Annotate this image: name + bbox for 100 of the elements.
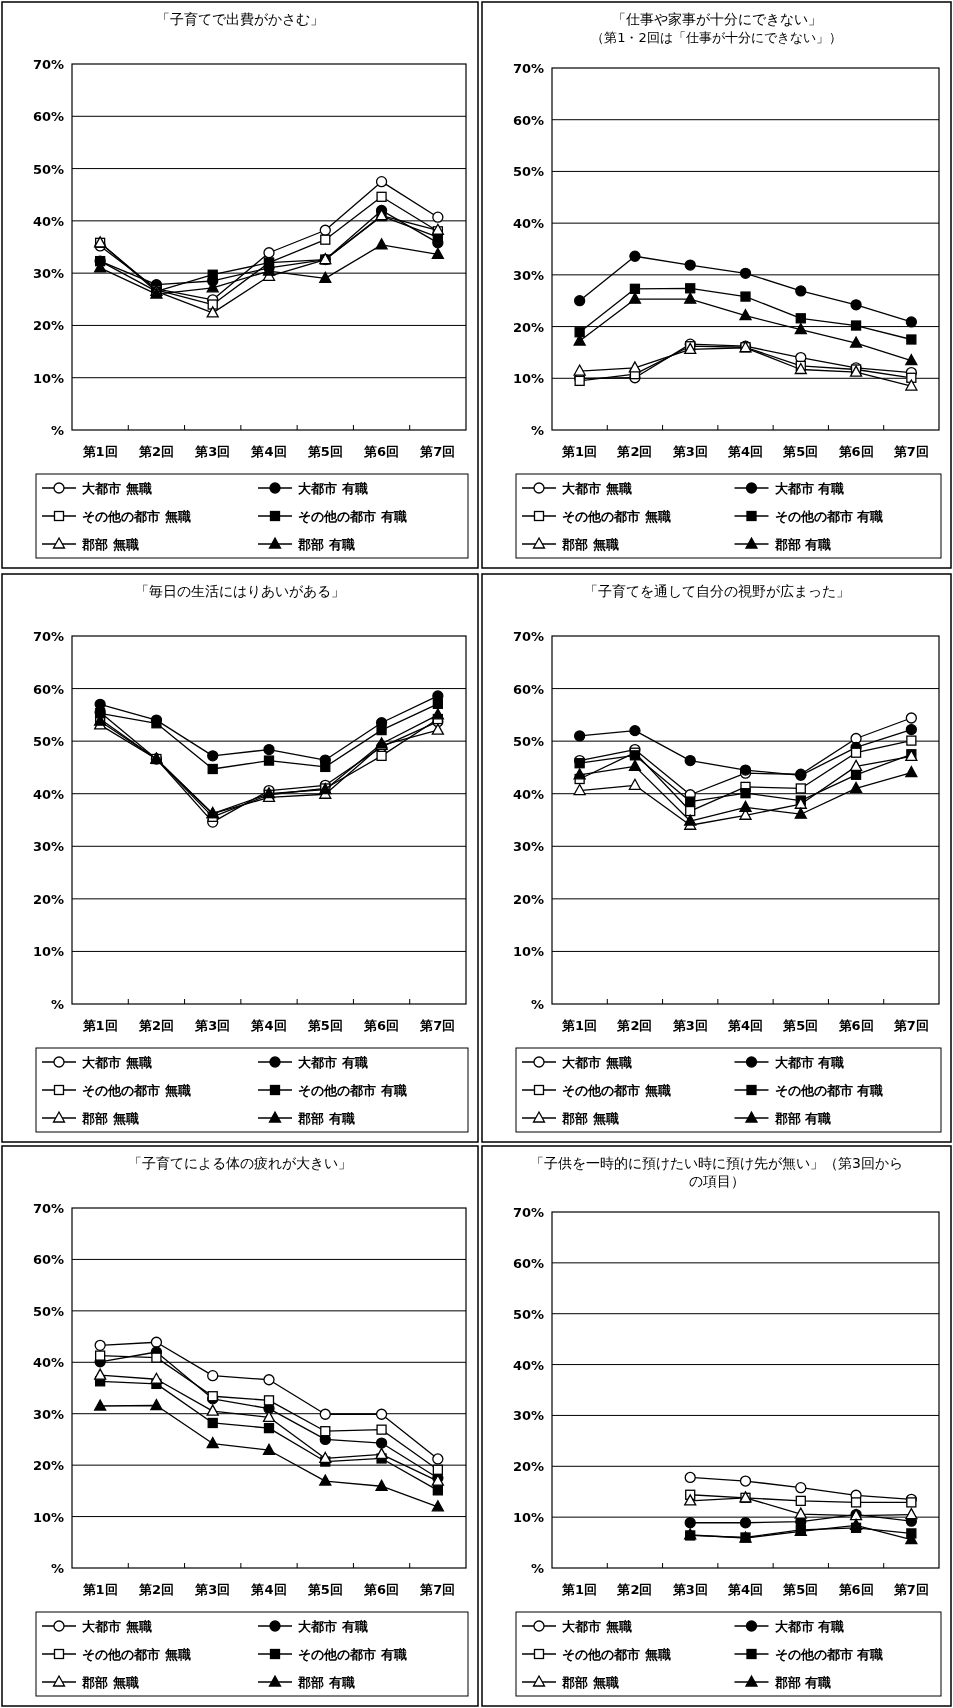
- x-tick-label: 第6回: [837, 1582, 874, 1597]
- x-tick-label: 第2回: [137, 1018, 174, 1033]
- legend-label: 大都市 無職: [82, 1619, 152, 1634]
- x-tick-label: 第1回: [81, 1018, 118, 1033]
- legend-label: その他の都市 無職: [562, 1647, 671, 1662]
- x-tick-label: 第5回: [782, 1582, 819, 1597]
- y-tick-label: 10%: [512, 371, 544, 387]
- y-tick-label: 20%: [32, 318, 64, 334]
- y-tick-label: 30%: [32, 839, 64, 855]
- y-tick-label: 40%: [32, 786, 64, 802]
- legend-label: 大都市 無職: [562, 481, 632, 496]
- chart-title: 「仕事や家事が十分にできない」: [611, 11, 822, 27]
- legend-label: 郡部 有職: [297, 1675, 355, 1690]
- x-tick-label: 第1回: [561, 1018, 598, 1033]
- x-tick-label: 第7回: [419, 444, 456, 459]
- y-tick-label: 60%: [32, 1252, 64, 1268]
- legend-label: 郡部 無職: [561, 1675, 619, 1690]
- legend-label: 大都市 無職: [82, 1055, 152, 1070]
- chart-title: 「子供を一時的に預けたい時に預け先が無い」（第3回からの項目）: [530, 1155, 903, 1189]
- x-tick-label: 第3回: [671, 444, 708, 459]
- legend-label: 郡部 無職: [81, 1675, 139, 1690]
- legend-label: 郡部 有職: [297, 537, 355, 552]
- x-tick-label: 第4回: [250, 444, 287, 459]
- x-tick-label: 第4回: [250, 1018, 287, 1033]
- legend-label: 大都市 無職: [562, 1055, 632, 1070]
- y-tick-label: 50%: [512, 1306, 544, 1322]
- x-tick-label: 第3回: [671, 1018, 708, 1033]
- y-tick-label: 30%: [512, 839, 544, 855]
- legend-label: その他の都市 有職: [774, 1647, 884, 1662]
- chart-title: 「毎日の生活にはりあいがある」: [135, 583, 345, 599]
- y-tick-label: 50%: [512, 734, 544, 750]
- y-tick-label: %: [530, 423, 544, 438]
- x-tick-label: 第1回: [561, 1582, 598, 1597]
- y-tick-label: 20%: [512, 891, 544, 907]
- x-tick-label: 第2回: [137, 444, 174, 459]
- x-tick-label: 第5回: [306, 444, 343, 459]
- legend-label: 大都市 有職: [298, 481, 368, 496]
- legend-label: 大都市 有職: [774, 1055, 845, 1070]
- chart-subtitle: （第1・2回は「仕事が十分にできない」）: [591, 30, 842, 45]
- x-tick-label: 第5回: [306, 1018, 343, 1033]
- y-tick-label: 70%: [32, 629, 64, 644]
- legend-label: その他の都市 有職: [774, 509, 884, 524]
- x-tick-label: 第3回: [194, 1582, 231, 1597]
- y-tick-label: 40%: [512, 786, 544, 802]
- y-tick-label: 20%: [32, 1458, 64, 1474]
- y-tick-label: 40%: [32, 1355, 64, 1371]
- y-tick-label: %: [530, 997, 544, 1012]
- y-tick-label: 50%: [512, 164, 544, 180]
- x-tick-label: 第4回: [250, 1582, 287, 1597]
- legend-label: 郡部 有職: [773, 1675, 832, 1690]
- x-tick-label: 第7回: [892, 444, 929, 459]
- x-tick-label: 第6回: [363, 444, 400, 459]
- legend-label: 郡部 無職: [561, 1111, 619, 1126]
- legend-label: 郡部 無職: [81, 1111, 139, 1126]
- x-tick-label: 第6回: [837, 1018, 874, 1033]
- y-tick-label: 20%: [512, 319, 544, 335]
- x-tick-label: 第3回: [671, 1582, 708, 1597]
- legend-label: その他の都市 有職: [298, 509, 407, 524]
- x-tick-label: 第7回: [892, 1582, 929, 1597]
- legend-label: その他の都市 無職: [82, 1083, 191, 1098]
- y-tick-label: %: [530, 1561, 544, 1576]
- legend-label: 郡部 有職: [297, 1111, 355, 1126]
- x-tick-label: 第4回: [726, 1018, 764, 1033]
- x-tick-label: 第1回: [81, 444, 118, 459]
- y-tick-label: 10%: [32, 1509, 64, 1525]
- x-tick-label: 第5回: [306, 1582, 343, 1597]
- y-tick-label: %: [50, 997, 64, 1012]
- x-tick-label: 第2回: [616, 444, 653, 459]
- x-tick-label: 第2回: [137, 1582, 174, 1597]
- x-tick-label: 第5回: [782, 444, 819, 459]
- x-tick-label: 第6回: [363, 1582, 400, 1597]
- legend-label: その他の都市 無職: [562, 1083, 671, 1098]
- legend-label: その他の都市 無職: [82, 509, 191, 524]
- y-tick-label: 60%: [512, 112, 544, 128]
- x-tick-label: 第2回: [616, 1018, 653, 1033]
- y-tick-label: 40%: [512, 1357, 544, 1373]
- x-tick-label: 第7回: [892, 1018, 929, 1033]
- y-tick-label: 30%: [512, 1408, 544, 1424]
- x-tick-label: 第2回: [616, 1582, 653, 1597]
- x-tick-label: 第5回: [782, 1018, 819, 1033]
- y-tick-label: 70%: [512, 61, 544, 76]
- legend-label: その他の都市 有職: [774, 1083, 884, 1098]
- y-tick-label: 30%: [32, 266, 64, 282]
- legend-label: 郡部 有職: [773, 537, 832, 552]
- y-tick-label: 20%: [512, 1459, 544, 1475]
- y-tick-label: 40%: [32, 213, 64, 229]
- chart-title: 「子育てで出費がかさむ」: [156, 11, 324, 27]
- legend-label: 郡部 無職: [81, 537, 139, 552]
- y-tick-label: 10%: [32, 944, 64, 960]
- y-tick-label: 20%: [32, 891, 64, 907]
- legend-label: その他の都市 有職: [298, 1647, 407, 1662]
- legend-label: 郡部 無職: [561, 537, 619, 552]
- chart-title: 「子育てを通して自分の視野が広まった」: [583, 583, 850, 599]
- x-tick-label: 第4回: [726, 444, 764, 459]
- legend-label: その他の都市 有職: [298, 1083, 407, 1098]
- x-tick-label: 第6回: [363, 1018, 400, 1033]
- legend-label: 大都市 有職: [298, 1619, 368, 1634]
- y-tick-label: 60%: [32, 681, 64, 697]
- y-tick-label: 70%: [32, 57, 64, 72]
- legend-label: 大都市 無職: [82, 481, 152, 496]
